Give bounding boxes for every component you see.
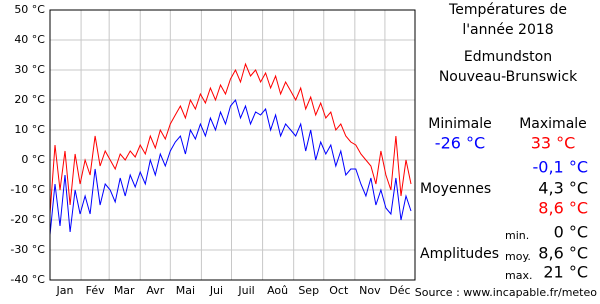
y-tick-label: -10 °C xyxy=(10,183,45,196)
x-tick-label: Jui xyxy=(209,284,223,297)
y-tick-label: 40 °C xyxy=(14,33,45,46)
average: 4,3 °C xyxy=(538,179,588,198)
max-label: Maximale xyxy=(519,116,587,132)
plot-area xyxy=(49,9,416,281)
y-tick-label: 0 °C xyxy=(21,153,45,166)
amplitude-key: min. xyxy=(505,229,529,242)
place: Edmundston xyxy=(464,49,552,65)
amplitude-key: max. xyxy=(505,269,532,282)
line xyxy=(49,98,412,236)
averages-label: Moyennes xyxy=(420,181,491,197)
y-tick-label: -30 °C xyxy=(10,243,45,256)
amplitude: 21 °C xyxy=(543,263,588,282)
amplitudes-label: Amplitudes xyxy=(420,246,499,262)
amplitude: 8,6 °C xyxy=(538,244,588,263)
x-tick-label: Oct xyxy=(329,284,349,297)
source: Source : www.incapable.fr/meteo xyxy=(415,286,597,299)
average: 8,6 °C xyxy=(538,199,588,218)
x-tick-label: Sep xyxy=(298,284,319,297)
y-tick-label: -40 °C xyxy=(10,273,45,286)
x-tick-label: Fév xyxy=(86,284,105,297)
place: Nouveau-Brunswick xyxy=(439,69,578,85)
min-value: -26 °C xyxy=(435,134,485,153)
x-tick-label: Avr xyxy=(146,284,164,297)
y-tick-label: 20 °C xyxy=(14,93,45,106)
x-tick-label: Jan xyxy=(56,284,74,297)
x-tick-label: Mai xyxy=(176,284,195,297)
line xyxy=(49,62,412,215)
average: -0,1 °C xyxy=(533,158,588,177)
max-value: 33 °C xyxy=(531,134,576,153)
x-tick-label: Déc xyxy=(389,284,410,297)
y-tick-label: 50 °C xyxy=(14,3,45,16)
y-tick-label: 30 °C xyxy=(14,63,45,76)
title: l'année 2018 xyxy=(462,22,553,38)
y-tick-label: -20 °C xyxy=(10,213,45,226)
min-label: Minimale xyxy=(428,116,491,132)
x-tick-label: Nov xyxy=(359,284,381,297)
x-tick-label: Aoû xyxy=(267,284,288,297)
title: Températures de xyxy=(448,2,567,18)
y-tick-label: 10 °C xyxy=(14,123,45,136)
amplitude-key: moy. xyxy=(505,250,531,263)
plot-border xyxy=(49,9,416,281)
x-tick-label: Mar xyxy=(114,284,135,297)
x-tick-label: Juil xyxy=(237,284,254,297)
amplitude: 0 °C xyxy=(554,223,588,242)
